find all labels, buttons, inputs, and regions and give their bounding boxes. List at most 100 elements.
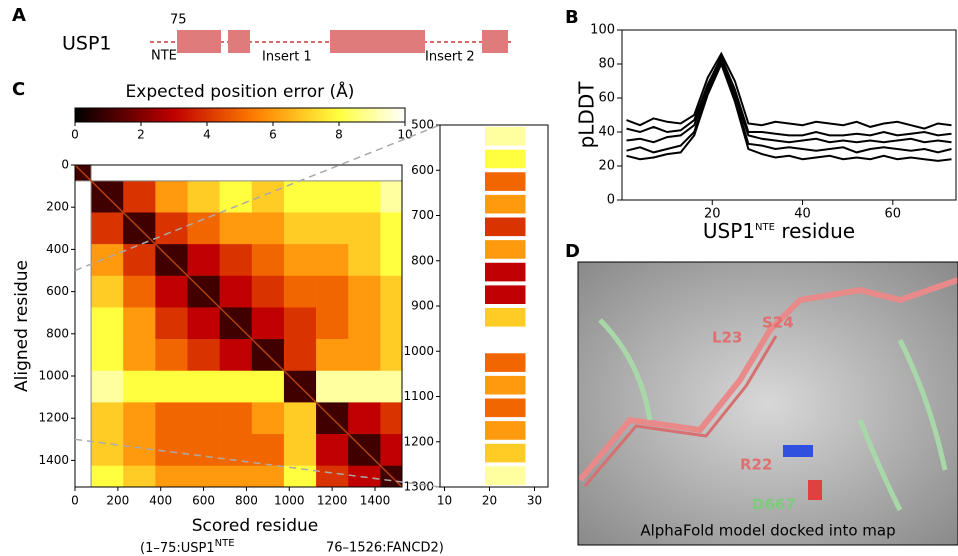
heatmap-cell (251, 180, 285, 213)
heatmap-cell (219, 370, 253, 403)
side-chain (783, 445, 813, 457)
usp1-diagram: USP1 75 NTE Insert 1 Insert 2 (62, 13, 512, 65)
y-tick-label: 200 (46, 200, 69, 214)
x-axis-caption-part: NTE (215, 538, 235, 549)
heatmap-cell (219, 212, 253, 245)
heatmap-cell (155, 402, 188, 435)
panel-label: B (565, 7, 579, 28)
heatmap-cell (485, 353, 526, 372)
heatmap-cell (485, 421, 526, 440)
caption: AlphaFold model docked into map (640, 522, 895, 540)
heatmap-cell (187, 339, 220, 372)
heatmap-cell (91, 339, 124, 372)
y-tick-label: 100 (590, 23, 615, 38)
zoom-guide (74, 438, 441, 488)
x-tick-label: 400 (149, 494, 172, 508)
colorbar-tick-label: 4 (203, 128, 211, 142)
heatmap-cell (283, 275, 317, 308)
heatmap-cell (123, 275, 156, 308)
heatmap-cell (123, 402, 156, 435)
heatmap-cell (219, 180, 253, 213)
line-series (626, 51, 952, 130)
heatmap-cell (219, 339, 253, 372)
region-label: Insert 2 (425, 50, 475, 65)
heatmap-cell (123, 307, 156, 340)
y-tick-label: 800 (46, 326, 69, 340)
line-series (626, 58, 952, 144)
heatmap-cell (316, 307, 349, 340)
heatmap-cell (348, 402, 381, 435)
x-tick-label: 1400 (360, 494, 391, 508)
panel-label: C (12, 79, 25, 100)
heatmap-cell (316, 434, 349, 466)
heatmap-cell (91, 434, 124, 466)
colorbar-tick-label: 10 (397, 128, 412, 142)
heatmap-cell (485, 285, 526, 304)
y-tick-label: 700 (411, 208, 434, 222)
heatmap-cell (348, 370, 381, 403)
x-tick-label: 20 (704, 207, 721, 222)
heatmap-cell (251, 465, 285, 488)
y-axis-label: pLDDT (575, 81, 599, 149)
heatmap-cell (380, 307, 403, 340)
heatmap-cell (283, 434, 317, 466)
colorbar (74, 107, 406, 123)
x-axis-caption: 76–1526:FANCD2) (326, 541, 444, 556)
heatmap-cell (283, 465, 317, 488)
heatmap-cell (123, 465, 156, 488)
y-tick-label: 1200 (403, 434, 434, 448)
line-series (626, 59, 952, 154)
heatmap-cell (485, 308, 526, 327)
x-tick-label: 0 (71, 494, 79, 508)
y-tick-label: 800 (411, 253, 434, 267)
x-tick-label: 10 (437, 494, 452, 508)
x-tick-label: 40 (794, 207, 811, 222)
y-tick-label: 0 (61, 158, 69, 172)
heatmap-cell (348, 244, 381, 277)
x-tick-label: 60 (885, 207, 902, 222)
heatmap-cell (316, 212, 349, 245)
y-axis-label: Aligned residue (12, 260, 32, 392)
heatmap-cell (251, 370, 285, 403)
x-axis-label-part: USP1 (703, 219, 755, 243)
panel-frame (577, 261, 958, 546)
heatmap-cell (380, 212, 403, 245)
heatmap-cell (348, 307, 381, 340)
heatmap-cell (485, 149, 526, 169)
heatmap-cell (348, 180, 381, 213)
heatmap-cell (485, 398, 526, 418)
x-axis-label-part: residue (775, 219, 855, 243)
heatmap-cell (219, 165, 253, 182)
colorbar-tick-label: 6 (269, 128, 277, 142)
y-tick-label: 1200 (38, 411, 69, 425)
x-axis-caption-part: (1–75:USP1 (140, 541, 215, 556)
y-tick-label: 600 (411, 163, 434, 177)
heatmap-cell (91, 465, 124, 488)
line-series (626, 54, 952, 137)
heatmap-cell (75, 244, 92, 277)
heatmap-cell (187, 212, 220, 245)
heatmap-cell (251, 244, 285, 277)
heatmap-cell (187, 402, 220, 435)
heatmap-cell (316, 244, 349, 277)
backbone (583, 335, 778, 487)
heatmap-cell (485, 172, 526, 191)
heatmap-cell (187, 165, 220, 182)
heatmap-cell (187, 465, 220, 488)
heatmap-cell (219, 275, 253, 308)
heatmap-cell (283, 339, 317, 372)
line-series (626, 61, 952, 162)
heatmap-cell (283, 244, 317, 277)
helix (598, 318, 948, 512)
heatmap-cell (380, 370, 403, 403)
y-tick-label: 20 (598, 159, 615, 174)
x-axis-label: USP1NTE residue (703, 219, 855, 243)
heatmap-cell (155, 275, 188, 308)
heatmap-cell (187, 370, 220, 403)
x-tick-label: 1200 (317, 494, 348, 508)
heatmap-cell (316, 275, 349, 308)
heatmap-cell (123, 244, 156, 277)
y-tick-label: 1000 (38, 369, 69, 383)
heatmap-cell (123, 165, 156, 182)
